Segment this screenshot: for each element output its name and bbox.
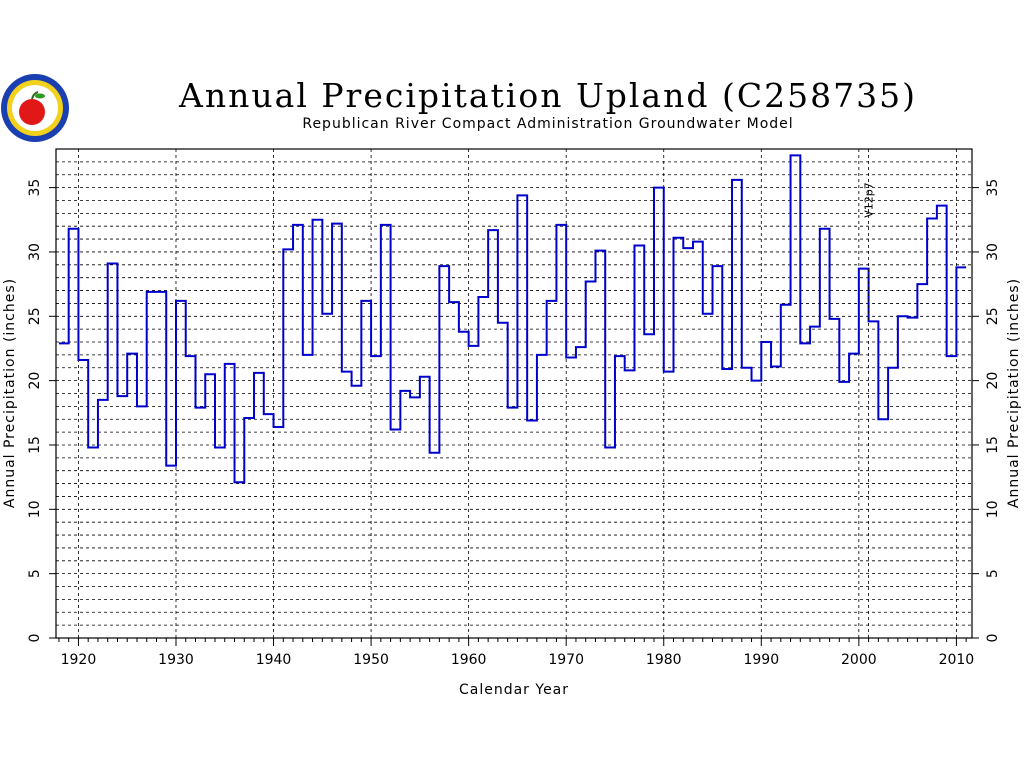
y-axis-left: 0 5 10 15 20 25 30 35 [27, 179, 56, 643]
x-tick-label: 1950 [353, 652, 389, 668]
y-tick-label-left: 25 [27, 307, 43, 325]
x-tick-label: 1930 [158, 652, 194, 668]
x-axis-label: Calendar Year [459, 682, 569, 698]
y-tick-label-right: 15 [985, 436, 1001, 454]
x-tick-label: 1920 [61, 652, 97, 668]
series-layer [58, 154, 967, 484]
y-axis-label-right: Annual Precipitation (inches) [1006, 278, 1022, 508]
y-tick-label-left: 30 [27, 243, 43, 261]
y-tick-label-left: 5 [27, 569, 43, 578]
x-tick-label: 1980 [646, 652, 682, 668]
y-axis-label-left: Annual Precipitation (inches) [2, 278, 18, 508]
y-tick-label-right: 25 [985, 307, 1001, 325]
y-tick-label-right: 0 [985, 634, 1001, 643]
series-step-line [58, 154, 967, 484]
y-tick-label-left: 10 [27, 500, 43, 518]
y-tick-label-right: 20 [985, 372, 1001, 390]
x-tick-label: 1960 [451, 652, 487, 668]
x-tick-label: 2000 [841, 652, 877, 668]
chart-title: Annual Precipitation Upland (C258735) [178, 76, 917, 115]
chart-subtitle: Republican River Compact Administration … [302, 116, 793, 132]
x-tick-label: 1990 [743, 652, 779, 668]
x-tick-label: 2010 [939, 652, 975, 668]
y-tick-label-left: 35 [27, 179, 43, 197]
y-tick-label-right: 10 [985, 500, 1001, 518]
logo-seal-icon [1, 74, 69, 142]
y-tick-label-left: 20 [27, 372, 43, 390]
y-tick-label-left: 15 [27, 436, 43, 454]
y-tick-label-left: 0 [27, 634, 43, 643]
plot-frame [55, 148, 973, 639]
y-tick-label-right: 35 [985, 179, 1001, 197]
grid-lines [56, 149, 972, 638]
x-tick-label: 1970 [548, 652, 584, 668]
y-tick-label-right: 30 [985, 243, 1001, 261]
x-tick-label: 1940 [256, 652, 292, 668]
annotation-label: V12p7 [863, 182, 876, 218]
x-axis: 1920 1930 1940 1950 1960 1970 1980 1990 2000 2010 [58, 638, 975, 668]
y-tick-label-right: 5 [985, 569, 1001, 578]
y-axis-right: 0 5 10 15 20 25 30 35 [972, 179, 1001, 643]
